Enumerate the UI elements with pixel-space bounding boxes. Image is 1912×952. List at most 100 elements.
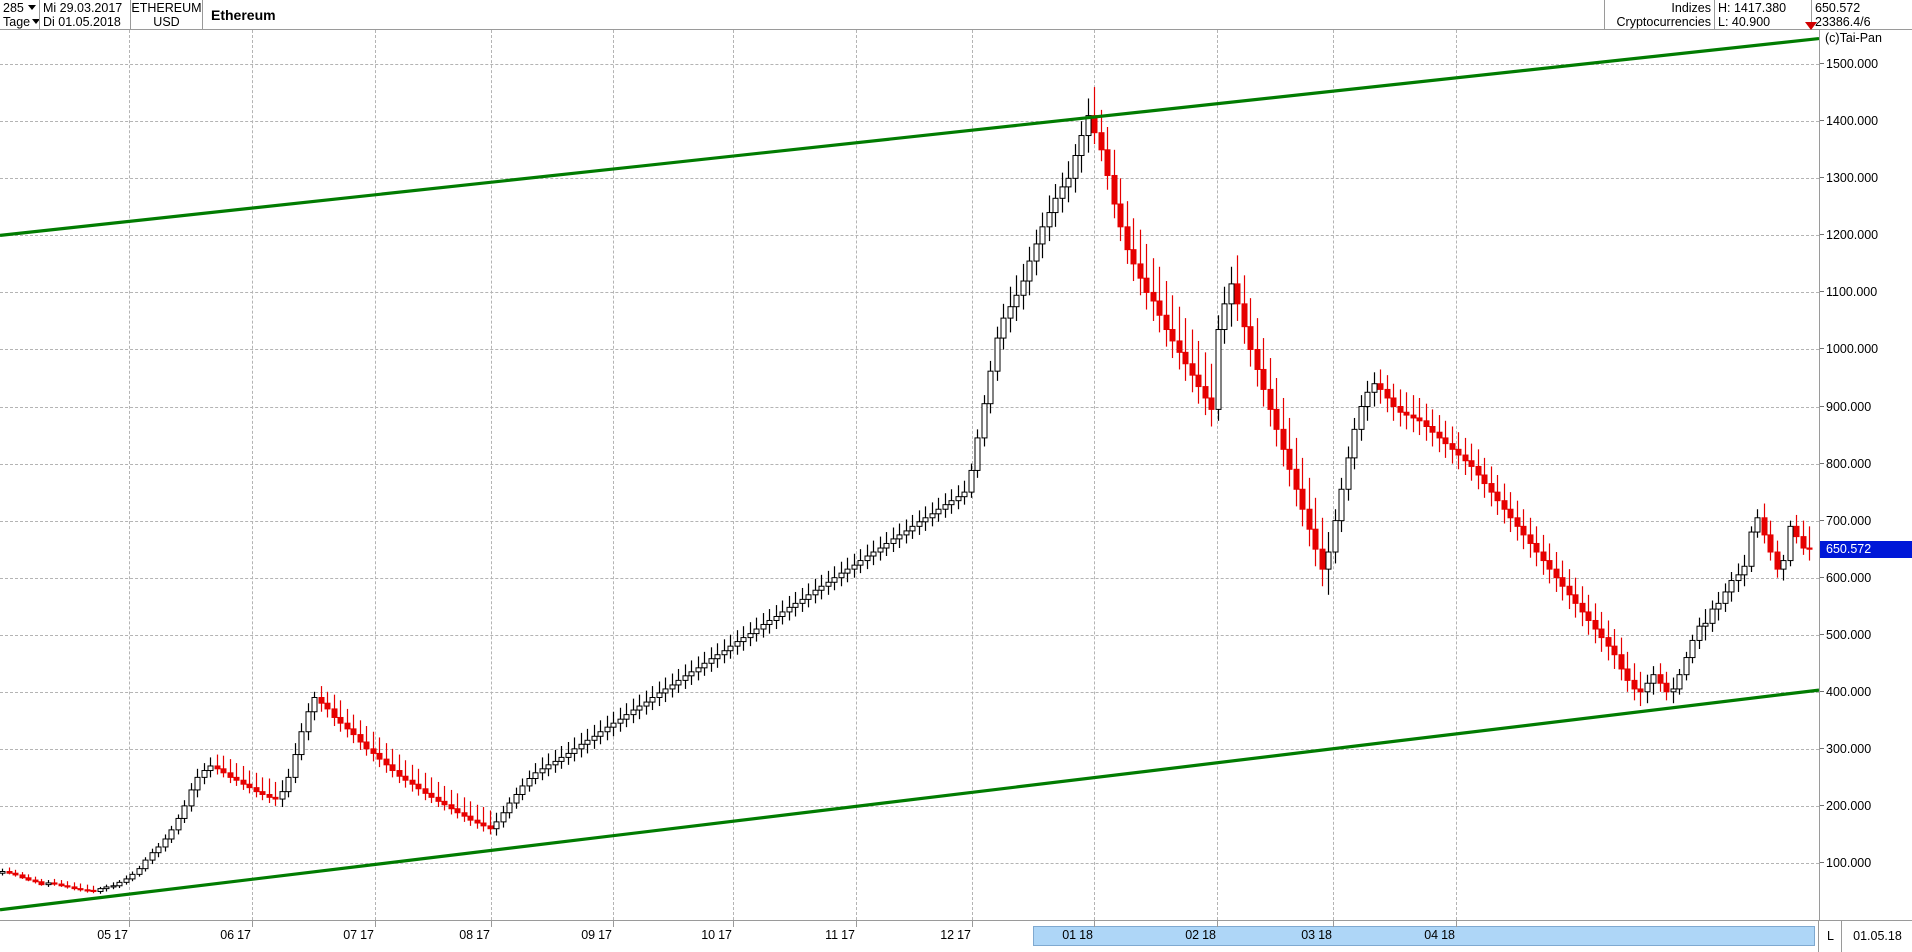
candlestick-bar — [155, 842, 162, 858]
candlestick-bar — [1241, 275, 1248, 344]
candlestick-bar — [578, 732, 585, 758]
time-axis-tick: 04 18 — [1424, 928, 1455, 942]
candlestick-bar — [97, 886, 104, 894]
candlestick-bar — [942, 493, 949, 518]
candlestick-bar — [1189, 329, 1196, 393]
time-axis[interactable]: 05 17 06 17 07 17 08 17 09 17 10 17 11 17 12 17 01 18 02 18… — [0, 920, 1912, 952]
candlestick-bar — [1748, 526, 1755, 572]
time-axis-tick: 03 18 — [1301, 928, 1332, 942]
time-axis-tickmark — [252, 921, 253, 927]
candlestick-bar — [318, 686, 325, 712]
candlestick-bar — [149, 848, 156, 865]
price-axis[interactable]: (c)Tai-Pan 1500.000 1400.000 1300.000 1200.… — [1819, 30, 1912, 920]
candlestick-bar — [480, 807, 487, 832]
candlestick-bar — [1592, 603, 1599, 644]
group-cell[interactable]: Indizes Cryptocurrencies — [1605, 0, 1715, 29]
candlestick-bar — [1286, 417, 1293, 487]
candlestick-bar — [1228, 266, 1235, 327]
candlestick-bar — [162, 834, 169, 852]
candlestick-bar — [1384, 375, 1391, 413]
candlestick-bar — [1254, 318, 1261, 387]
candlestick-bar — [1449, 426, 1456, 464]
candlestick-bar — [1338, 477, 1345, 533]
candlestick-bar — [1065, 161, 1072, 203]
candlestick-bar — [1319, 517, 1326, 587]
candlestick-bar — [402, 760, 409, 788]
candlestick-bar — [1702, 609, 1709, 641]
candlestick-bar — [116, 880, 123, 889]
candlestick-bar — [877, 536, 884, 561]
period-selector[interactable]: 285 Tage — [0, 0, 40, 29]
candlestick-bar — [818, 574, 825, 600]
time-axis-track[interactable]: 05 17 06 17 07 17 08 17 09 17 10 17 11 17 12 17 01 18 02 18… — [0, 921, 1819, 952]
candlestick-bar — [201, 763, 208, 785]
period-unit-label: Tage — [3, 14, 31, 29]
gridline-horizontal — [0, 862, 1819, 864]
candlestick-bar — [0, 868, 6, 876]
chart-plot-area[interactable] — [0, 30, 1819, 920]
candlestick-bar — [331, 694, 338, 727]
candlestick-bar — [1631, 663, 1638, 701]
candlestick-bar — [1585, 594, 1592, 635]
candlestick-bar — [1715, 591, 1722, 621]
candlestick-bar — [552, 749, 559, 773]
candlestick-bar — [844, 557, 851, 583]
candlestick-bar — [1644, 674, 1651, 704]
candlestick-bar — [617, 707, 624, 732]
price-axis-tick: 1100.000 — [1820, 285, 1912, 299]
candlestick-bar — [1306, 477, 1313, 547]
candlestick-bar — [740, 626, 747, 651]
candlestick-bar — [1735, 563, 1742, 592]
candlestick-bar — [207, 757, 214, 778]
gridline-horizontal — [0, 634, 1819, 636]
candlestick-bar — [1559, 560, 1566, 601]
candlestick-bar — [1761, 503, 1768, 544]
date-range-cell[interactable]: Mi 29.03.2017 Di 01.05.2018 — [40, 0, 131, 29]
candlestick-bar — [233, 763, 240, 786]
candlestick-bar — [656, 681, 663, 707]
horizontal-scrollbar-thumb[interactable] — [1033, 926, 1816, 946]
candlestick-bar — [929, 502, 936, 527]
candlestick-bar — [1007, 286, 1014, 333]
price-axis-tick: 900.000 — [1820, 400, 1912, 414]
candlestick-bar — [441, 785, 448, 811]
candlestick-bar — [565, 742, 572, 765]
candlestick-bar — [175, 814, 182, 835]
chevron-down-icon[interactable] — [32, 18, 39, 24]
time-axis-tick: 10 17 — [701, 928, 732, 942]
candlestick-bar — [1020, 263, 1027, 310]
candlestick-bar — [1215, 315, 1222, 421]
candlestick-bar — [383, 743, 390, 773]
candlestick-bar — [1514, 500, 1521, 541]
candlestick-bar — [948, 489, 955, 514]
symbol-cell[interactable]: ETHEREUM USD — [131, 0, 203, 29]
candlestick-bar — [1247, 298, 1254, 367]
candlestick-bar — [428, 777, 435, 804]
gridline-horizontal — [0, 235, 1819, 237]
candlestick-bar — [415, 768, 422, 796]
symbol-label: ETHEREUM — [131, 0, 202, 15]
candlestick-bar — [961, 480, 968, 505]
candlestick-bar — [1787, 520, 1794, 567]
candlestick-bar — [1397, 389, 1404, 427]
candlestick-bar — [760, 613, 767, 638]
candlestick-bar — [1150, 258, 1157, 321]
candlestick-bar — [292, 743, 299, 784]
candlestick-bar — [721, 639, 728, 664]
gridline-vertical — [1456, 30, 1457, 920]
candlestick-bar — [396, 754, 403, 784]
candlestick-bar — [909, 514, 916, 539]
candlestick-bar — [181, 800, 188, 824]
candlestick-bar — [701, 651, 708, 676]
candlestick-bar — [532, 763, 539, 785]
price-axis-tick: 500.000 — [1820, 628, 1912, 642]
candlestick-bar — [1527, 517, 1534, 558]
gridline-vertical — [1333, 30, 1334, 920]
chevron-down-icon[interactable] — [28, 4, 36, 10]
candlestick-bar — [591, 724, 598, 749]
price-axis-tick: 1500.000 — [1820, 57, 1912, 71]
candlestick-bar — [747, 622, 754, 647]
candlestick-bar — [493, 812, 500, 836]
price-axis-tick: 600.000 — [1820, 571, 1912, 585]
candlestick-bar — [305, 703, 312, 741]
